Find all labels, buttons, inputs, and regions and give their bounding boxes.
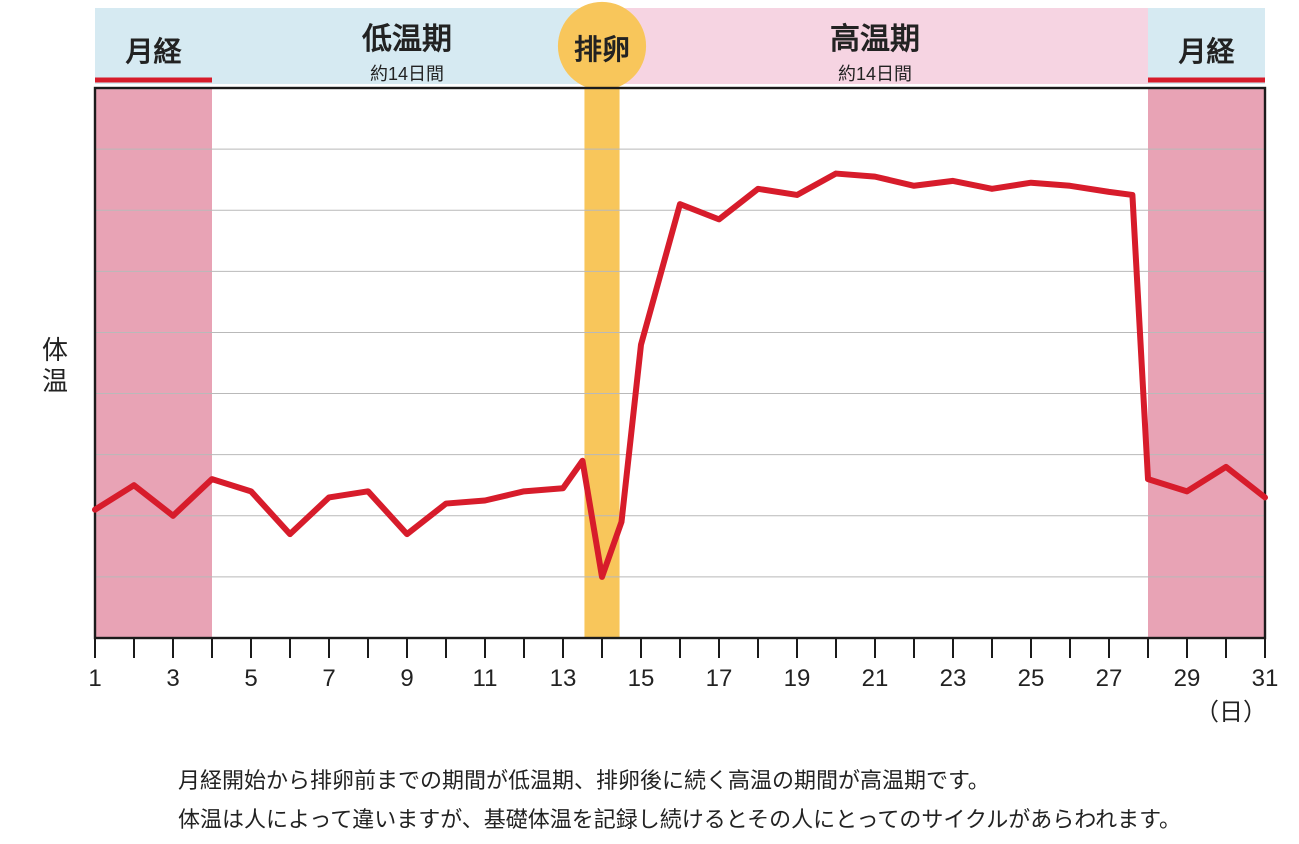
caption-line-2: 体温は人によって違いますが、基礎体温を記録し続けるとその人にとってのサイクルがあ… [178, 801, 1181, 840]
bbt-line [95, 174, 1265, 577]
y-axis-label: 体温 [42, 335, 68, 397]
x-tick-label: 17 [706, 665, 733, 692]
x-tick-label: 29 [1174, 665, 1201, 692]
x-tick-label: 31 [1252, 665, 1279, 692]
menstruation-start-band [95, 88, 212, 638]
caption: 月経開始から排卵前までの期間が低温期、排卵後に続く高温の期間が高温期です。 体温… [178, 762, 1181, 839]
x-tick-label: 23 [940, 665, 967, 692]
x-tick-label: 13 [550, 665, 577, 692]
header-label-high-phase: 高温期約14日間 [830, 14, 920, 86]
header-label-ovulation: 排卵 [574, 28, 630, 68]
header-label-low-phase: 低温期約14日間 [362, 14, 452, 86]
bbt-chart: 135791113151719212325272931（日） [0, 0, 1299, 740]
ovulation-band [584, 88, 619, 638]
x-tick-label: 5 [244, 665, 257, 692]
x-tick-label: 3 [166, 665, 179, 692]
menstruation-end-band [1148, 88, 1265, 638]
header-label-menstruation-end: 月経 [1178, 30, 1234, 70]
x-tick-label: 7 [322, 665, 335, 692]
x-tick-label: 25 [1018, 665, 1045, 692]
plot-border [95, 88, 1265, 638]
x-tick-label: 27 [1096, 665, 1123, 692]
x-tick-label: 19 [784, 665, 811, 692]
x-tick-label: 9 [400, 665, 413, 692]
bbt-chart-figure: 体温 135791113151719212325272931（日） 月経低温期約… [0, 0, 1299, 844]
x-tick-label: 11 [473, 665, 498, 692]
header-label-menstruation-start: 月経 [125, 30, 181, 70]
x-tick-label: 15 [628, 665, 655, 692]
x-tick-label: 21 [862, 665, 889, 692]
x-unit-label: （日） [1195, 699, 1267, 726]
caption-line-1: 月経開始から排卵前までの期間が低温期、排卵後に続く高温の期間が高温期です。 [178, 762, 1181, 801]
x-tick-label: 1 [88, 665, 101, 692]
